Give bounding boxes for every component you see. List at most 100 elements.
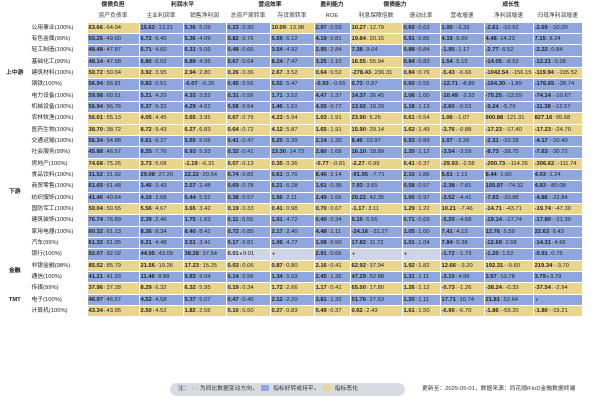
prior-value: 50.65: [106, 206, 122, 213]
industry-name[interactable]: 有色金属(99%): [30, 33, 88, 46]
down-arrow-icon: ↓: [327, 126, 330, 133]
prior-value: 4.62: [199, 104, 211, 111]
column-header[interactable]: 利息保障倍数: [350, 10, 403, 23]
current-value: 1.18: [403, 104, 415, 111]
current-value: -1042.54: [485, 70, 509, 77]
current-value: 1.82: [184, 308, 196, 315]
column-header[interactable]: 总资产周转率: [226, 10, 271, 23]
down-arrow-icon: ↓: [283, 274, 286, 281]
industry-name[interactable]: 纺织服饰(100%): [30, 192, 88, 204]
legend: 注： ↑↓ 为同比数据变动方向， 指标好转或持平， 指标恶化: [170, 383, 405, 396]
down-arrow-icon: ↓: [283, 138, 286, 145]
industry-name[interactable]: 商贸零售(100%): [30, 180, 88, 193]
current-value: 0.73: [351, 81, 363, 88]
industry-name[interactable]: 医药生物(100%): [30, 124, 88, 136]
industry-name[interactable]: 建筑装饰(100%): [30, 214, 88, 227]
industry-name[interactable]: 基础化工(99%): [30, 56, 88, 68]
prior-value: 75.26: [106, 160, 122, 167]
table-row: 下游 医药生物(100%) 38.70↓38.72 8.72↓9.43 6.27↓6.8…: [0, 124, 583, 261]
flat-dot-icon: ●: [535, 296, 539, 303]
current-value: -5.20: [441, 217, 455, 224]
metric-cell: 0.61↑0.54: [402, 112, 441, 125]
current-value: 0.38: [227, 194, 239, 201]
column-header[interactable]: 归母净利润增速: [533, 10, 583, 23]
up-arrow-icon: ↑: [103, 47, 107, 54]
metric-cell: 56.01↑55.13: [87, 112, 140, 125]
prior-value: 6.52: [502, 47, 514, 54]
metric-cell: 1.20↑1.11: [402, 294, 441, 306]
current-value: 38.70: [88, 126, 104, 133]
prior-value: -30.72: [551, 149, 568, 156]
down-arrow-icon: ↓: [239, 194, 242, 201]
up-arrow-icon: ↑: [103, 138, 107, 145]
industry-name[interactable]: 公用事业(100%): [30, 22, 88, 34]
industry-name[interactable]: 国防军工(100%): [30, 203, 88, 216]
down-arrow-icon: ↓: [152, 217, 155, 224]
column-header[interactable]: 资产负债率: [87, 10, 140, 23]
industry-name[interactable]: 房地产(100%): [30, 158, 88, 170]
metric-cell: 85.52↓85.79: [87, 260, 140, 272]
industry-name[interactable]: 非银金融(98%): [30, 260, 88, 272]
metric-cell: 65.00↑17.80: [350, 282, 403, 295]
metric-cell: -24.16↑-31.27: [350, 226, 403, 238]
industry-name[interactable]: 银行(100%): [30, 248, 88, 261]
industry-name[interactable]: 汽车(99%): [30, 237, 88, 250]
column-header[interactable]: 主业利润率: [139, 10, 184, 23]
up-arrow-icon: ↑: [499, 138, 502, 145]
metric-cell: 0.64↓0.72: [226, 124, 271, 136]
current-value: 0.23: [227, 24, 239, 31]
column-header[interactable]: 净利润增速: [484, 10, 534, 23]
industry-name[interactable]: 交通运输(100%): [30, 135, 88, 148]
up-arrow-icon: ↑: [552, 115, 556, 122]
header-group: 偿债负担: [87, 0, 140, 12]
metric-cell: 11.46↑8.88: [139, 271, 184, 284]
prior-value: 0.82: [242, 172, 254, 179]
up-arrow-icon: ↑: [327, 92, 330, 99]
industry-name[interactable]: 电力设备(100%): [30, 90, 88, 102]
industry-name[interactable]: 社会服务(99%): [30, 146, 88, 159]
industry-name[interactable]: 电子(100%): [30, 294, 88, 306]
metric-cell: -3.52↑-4.41: [440, 192, 485, 204]
column-header[interactable]: ROE: [314, 10, 351, 23]
metric-cell: -176.65↓-38.74: [533, 78, 583, 91]
update-note: 更新至：2025-05-01，数据来源：同花顺iFinD金融数据终端: [422, 386, 576, 392]
section-label: 金融: [0, 260, 31, 284]
metric-cell: 74.68↓75.26: [87, 158, 140, 170]
metric-cell: -7.63↑-30.72: [533, 146, 583, 159]
metric-cell: 56.34↑54.88: [87, 135, 140, 148]
current-value: 0.88: [403, 47, 415, 54]
column-header[interactable]: 存货周转率: [270, 10, 315, 23]
down-arrow-icon: ↓: [283, 70, 286, 77]
metric-cell: 1.06↓4.77: [270, 237, 315, 250]
prior-value: -74.32: [506, 183, 524, 190]
metric-cell: 51.76↑27.63: [350, 294, 403, 306]
industry-name[interactable]: 家用电器(100%): [30, 226, 88, 238]
column-header[interactable]: 速动比率: [402, 10, 441, 23]
current-value: 0.58: [403, 183, 415, 190]
industry-name[interactable]: 计算机(100%): [30, 305, 88, 318]
metric-cell: -12.21↓0.28: [533, 56, 583, 68]
column-header[interactable]: 营收增速: [440, 10, 485, 23]
current-value: 0.74: [227, 172, 239, 179]
down-arrow-icon: ↓: [239, 160, 242, 167]
up-arrow-icon: ↑: [548, 24, 551, 31]
prior-value: 61.13: [106, 228, 122, 235]
prior-value: 1.12: [418, 149, 430, 156]
current-value: 6.31: [184, 47, 196, 54]
industry-name[interactable]: 轻工制造(100%): [30, 44, 88, 57]
industry-name[interactable]: 机械设备(100%): [30, 101, 88, 114]
metric-cell: 50.26↑49.60: [87, 33, 140, 46]
metric-cell: 2.80↑1.68: [314, 146, 351, 159]
down-arrow-icon: ↓: [502, 92, 505, 99]
industry-name[interactable]: 建筑材料(100%): [30, 67, 88, 80]
prior-value: 6.12: [286, 36, 298, 43]
industry-name[interactable]: 食品饮料(100%): [30, 169, 88, 182]
industry-name[interactable]: 传媒(99%): [30, 282, 88, 295]
industry-name[interactable]: 通信(100%): [30, 271, 88, 284]
table-row: 基础化工(99%) 48.14↑47.68 6.80↑6.02 6.89↑4.95 0.…: [0, 56, 583, 68]
prior-value: 1.17: [458, 47, 470, 54]
industry-name[interactable]: 钢铁(100%): [30, 78, 88, 91]
industry-name[interactable]: 农林牧渔(100%): [30, 112, 88, 125]
column-header[interactable]: 销售净利润: [183, 10, 227, 23]
current-value: 1.06: [403, 92, 415, 99]
